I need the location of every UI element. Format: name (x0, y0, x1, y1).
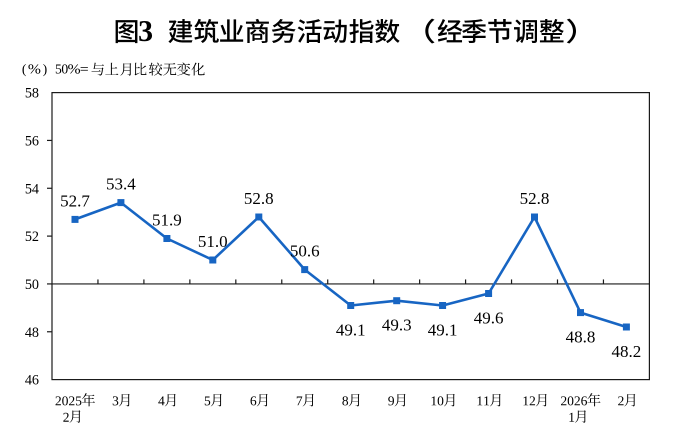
svg-text:51.9: 51.9 (152, 211, 182, 230)
svg-text:52: 52 (25, 229, 39, 245)
svg-text:52.7: 52.7 (60, 191, 90, 210)
svg-text:50.6: 50.6 (290, 242, 320, 261)
svg-text:58: 58 (25, 86, 39, 102)
svg-text:49.1: 49.1 (336, 321, 366, 340)
svg-text:56: 56 (25, 133, 39, 149)
svg-text:54: 54 (25, 181, 39, 197)
svg-text:48.8: 48.8 (566, 328, 596, 347)
svg-text:53.4: 53.4 (106, 175, 136, 194)
svg-text:52.8: 52.8 (244, 189, 274, 208)
svg-text:46: 46 (25, 373, 39, 389)
svg-text:51.0: 51.0 (198, 232, 228, 251)
svg-text:52.8: 52.8 (520, 189, 550, 208)
svg-text:48: 48 (25, 325, 39, 341)
svg-text:50: 50 (25, 277, 39, 293)
svg-text:48.2: 48.2 (612, 342, 642, 361)
svg-text:49.1: 49.1 (428, 321, 458, 340)
svg-text:49.3: 49.3 (382, 316, 412, 335)
svg-text:49.6: 49.6 (474, 309, 504, 328)
